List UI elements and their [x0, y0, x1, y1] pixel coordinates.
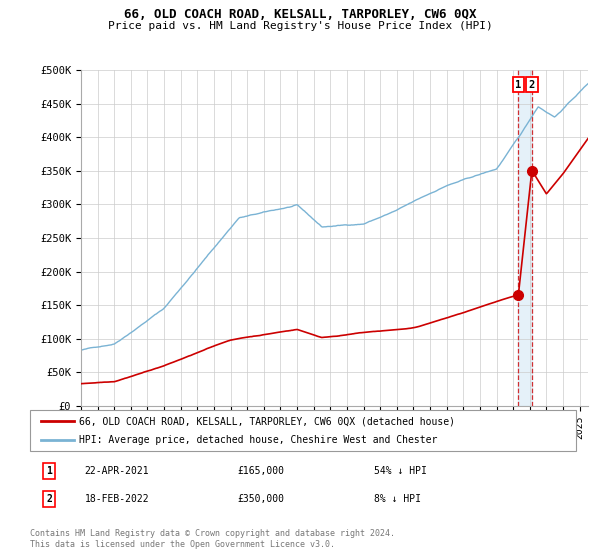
Text: Price paid vs. HM Land Registry's House Price Index (HPI): Price paid vs. HM Land Registry's House … [107, 21, 493, 31]
Text: £350,000: £350,000 [238, 494, 284, 504]
Text: HPI: Average price, detached house, Cheshire West and Chester: HPI: Average price, detached house, Ches… [79, 435, 437, 445]
FancyBboxPatch shape [30, 410, 576, 451]
Text: 8% ↓ HPI: 8% ↓ HPI [374, 494, 421, 504]
Text: 18-FEB-2022: 18-FEB-2022 [85, 494, 149, 504]
Text: 22-APR-2021: 22-APR-2021 [85, 466, 149, 476]
Bar [518, 70, 532, 406]
Text: 1: 1 [46, 466, 52, 476]
Text: Contains HM Land Registry data © Crown copyright and database right 2024.
This d: Contains HM Land Registry data © Crown c… [30, 529, 395, 549]
Text: 54% ↓ HPI: 54% ↓ HPI [374, 466, 427, 476]
Text: 66, OLD COACH ROAD, KELSALL, TARPORLEY, CW6 0QX: 66, OLD COACH ROAD, KELSALL, TARPORLEY, … [124, 8, 476, 21]
Text: 66, OLD COACH ROAD, KELSALL, TARPORLEY, CW6 0QX (detached house): 66, OLD COACH ROAD, KELSALL, TARPORLEY, … [79, 417, 455, 426]
Text: 2: 2 [529, 80, 535, 90]
Text: £165,000: £165,000 [238, 466, 284, 476]
Text: 1: 1 [515, 80, 521, 90]
Text: 2: 2 [46, 494, 52, 504]
